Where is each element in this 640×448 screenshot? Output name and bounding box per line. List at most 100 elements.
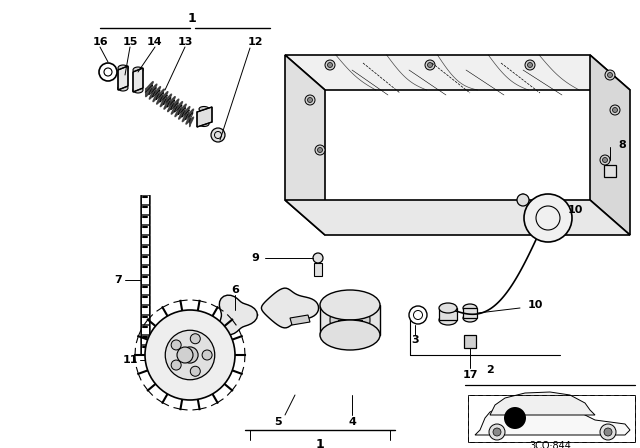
Circle shape <box>493 428 501 436</box>
Circle shape <box>527 63 532 68</box>
Text: 7: 7 <box>114 275 122 285</box>
Text: 9: 9 <box>251 253 259 263</box>
Circle shape <box>428 63 433 68</box>
Text: 3: 3 <box>411 335 419 345</box>
Text: 1: 1 <box>316 438 324 448</box>
Circle shape <box>165 330 215 380</box>
Polygon shape <box>604 165 616 177</box>
Ellipse shape <box>463 304 477 312</box>
Polygon shape <box>463 308 477 318</box>
Bar <box>140 195 150 204</box>
Text: 8: 8 <box>618 140 626 150</box>
Text: 4: 4 <box>348 417 356 427</box>
Polygon shape <box>285 200 630 235</box>
Ellipse shape <box>118 85 128 91</box>
Ellipse shape <box>604 173 616 181</box>
Bar <box>140 235 150 244</box>
Polygon shape <box>439 308 457 320</box>
Circle shape <box>524 194 572 242</box>
Text: 1: 1 <box>188 12 196 25</box>
Ellipse shape <box>463 314 477 322</box>
Text: 13: 13 <box>177 37 193 47</box>
Circle shape <box>313 253 323 263</box>
Bar <box>140 275 150 284</box>
Ellipse shape <box>133 87 143 93</box>
Bar <box>140 285 150 294</box>
Circle shape <box>211 128 225 142</box>
Polygon shape <box>314 263 322 276</box>
Polygon shape <box>290 315 310 325</box>
Polygon shape <box>490 392 595 415</box>
Bar <box>140 245 150 254</box>
Text: 6: 6 <box>231 285 239 295</box>
Circle shape <box>317 147 323 152</box>
Circle shape <box>190 366 200 376</box>
Text: 15: 15 <box>122 37 138 47</box>
Polygon shape <box>220 295 257 335</box>
Ellipse shape <box>133 67 143 73</box>
Circle shape <box>307 98 312 103</box>
Text: 10: 10 <box>528 300 543 310</box>
Circle shape <box>177 347 193 363</box>
Bar <box>140 315 150 324</box>
Polygon shape <box>262 288 319 328</box>
Bar <box>140 325 150 334</box>
Ellipse shape <box>199 121 209 126</box>
Bar <box>140 305 150 314</box>
Text: 10: 10 <box>567 205 582 215</box>
Bar <box>140 295 150 304</box>
Circle shape <box>190 334 200 344</box>
Bar <box>140 255 150 264</box>
Circle shape <box>604 428 612 436</box>
Circle shape <box>602 158 607 163</box>
Circle shape <box>171 360 181 370</box>
Ellipse shape <box>439 303 457 313</box>
Text: 11: 11 <box>122 355 138 365</box>
Polygon shape <box>590 55 630 235</box>
Circle shape <box>305 95 315 105</box>
Bar <box>140 215 150 224</box>
Circle shape <box>315 145 325 155</box>
Ellipse shape <box>320 320 380 350</box>
Bar <box>140 335 150 344</box>
Circle shape <box>600 424 616 440</box>
Bar <box>140 205 150 214</box>
Circle shape <box>425 60 435 70</box>
Text: 3CO·844: 3CO·844 <box>529 441 571 448</box>
Polygon shape <box>133 68 143 92</box>
Circle shape <box>489 424 505 440</box>
Circle shape <box>607 73 612 78</box>
Circle shape <box>330 300 370 340</box>
Circle shape <box>202 350 212 360</box>
Circle shape <box>328 63 333 68</box>
Circle shape <box>182 347 198 363</box>
Polygon shape <box>118 66 128 90</box>
Circle shape <box>145 310 235 400</box>
Ellipse shape <box>439 315 457 325</box>
Circle shape <box>605 70 615 80</box>
Circle shape <box>325 60 335 70</box>
Polygon shape <box>475 400 630 435</box>
Ellipse shape <box>199 107 209 112</box>
Ellipse shape <box>604 161 616 168</box>
Text: 16: 16 <box>92 37 108 47</box>
Circle shape <box>525 60 535 70</box>
Bar <box>140 345 150 354</box>
Text: 14: 14 <box>147 37 163 47</box>
Bar <box>140 265 150 274</box>
Ellipse shape <box>118 65 128 71</box>
Circle shape <box>600 155 610 165</box>
Text: 12: 12 <box>247 37 263 47</box>
Polygon shape <box>197 107 212 127</box>
Polygon shape <box>285 55 325 235</box>
Polygon shape <box>285 55 630 90</box>
Polygon shape <box>464 335 476 348</box>
Polygon shape <box>320 305 380 335</box>
Bar <box>140 225 150 234</box>
Circle shape <box>612 108 618 112</box>
Circle shape <box>610 105 620 115</box>
Text: 2: 2 <box>486 365 494 375</box>
Circle shape <box>517 194 529 206</box>
Circle shape <box>171 340 181 350</box>
Circle shape <box>504 407 526 429</box>
